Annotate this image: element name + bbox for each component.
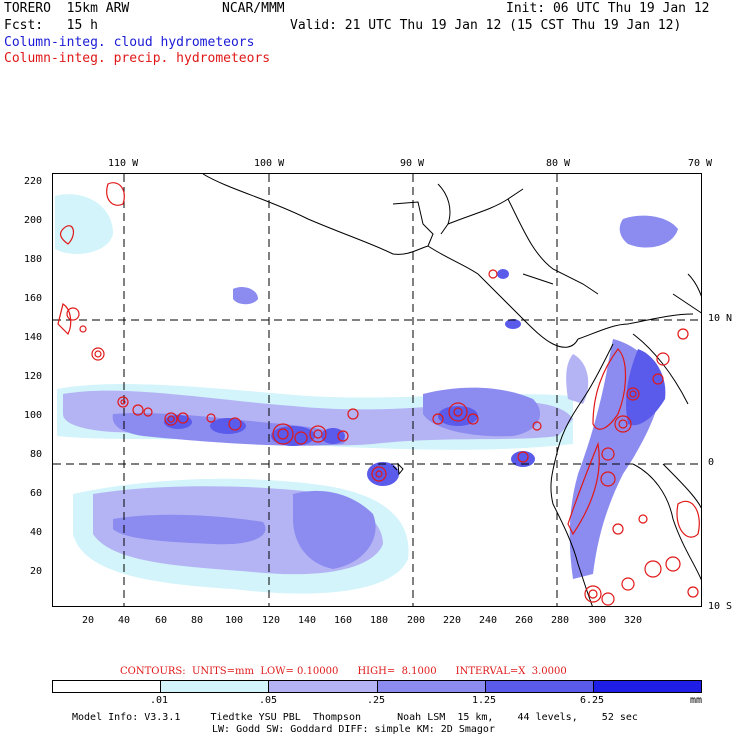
y-tick: 100 [24,410,43,421]
y-tick: 220 [24,176,43,187]
init-time: Init: 06 UTC Thu 19 Jan 12 [506,1,710,16]
x-tick: 240 [479,615,498,626]
precip-contours [57,182,700,606]
model-info-line2: LW: Godd SW: Goddard DIFF: simple KM: 2D… [212,724,495,735]
cloud-shading [55,194,678,594]
legend-swatch [485,681,594,692]
x-tick: 200 [407,615,426,626]
lat-label-0: 0 [708,457,715,468]
forecast-hour: Fcst: 15 h [4,18,98,33]
org-label: NCAR/MMM [222,1,285,16]
contours-info: CONTOURS: UNITS=mm LOW= 0.10000 HIGH= 8.… [120,666,567,677]
x-tick: 120 [262,615,281,626]
x-tick: 100 [225,615,244,626]
y-tick: 120 [24,371,43,382]
x-tick: 160 [334,615,353,626]
x-tick: 220 [443,615,462,626]
x-tick: 320 [624,615,643,626]
lon-label-70w: 70 W [688,158,713,169]
legend-label: 1.25 [472,695,497,706]
lon-label-90w: 90 W [400,158,425,169]
y-tick: 80 [30,449,43,460]
legend-swatch [53,681,162,692]
model-info-line1: Model Info: V3.3.1 Tiedtke YSU PBL Thomp… [72,712,638,723]
x-tick: 80 [191,615,204,626]
y-tick: 160 [24,293,43,304]
color-legend [52,680,702,693]
y-tick: 180 [24,254,43,265]
lon-label-100w: 100 W [254,158,285,169]
coastlines [202,174,701,606]
y-tick: 20 [30,566,43,577]
legend-label: .05 [259,695,278,706]
x-tick: 280 [551,615,570,626]
x-tick: 260 [515,615,534,626]
x-tick: 300 [588,615,607,626]
y-tick: 200 [24,215,43,226]
legend-units: mm [690,695,703,706]
legend-label: .25 [367,695,386,706]
y-tick: 40 [30,527,43,538]
x-tick: 140 [298,615,317,626]
legend-label: 6.25 [580,695,605,706]
legend-swatch [593,681,702,692]
model-title: TORERO 15km ARW [4,1,130,16]
forecast-map [52,173,702,607]
lon-label-80w: 80 W [546,158,571,169]
y-tick: 60 [30,488,43,499]
x-tick: 20 [82,615,95,626]
x-tick: 60 [155,615,168,626]
x-tick: 40 [118,615,131,626]
lat-label-10s: 10 S [708,601,733,612]
legend-swatch [377,681,486,692]
legend-swatch [161,681,270,692]
precip-field-label: Column-integ. precip. hydrometeors [4,51,271,66]
legend-label: .01 [150,695,169,706]
legend-swatch [269,681,378,692]
map-canvas [53,174,701,606]
lon-label-110w: 110 W [108,158,139,169]
valid-time: Valid: 21 UTC Thu 19 Jan 12 (15 CST Thu … [290,18,682,33]
cloud-field-label: Column-integ. cloud hydrometeors [4,35,255,50]
y-tick: 140 [24,332,43,343]
lat-lon-grid [53,174,701,606]
lat-label-10n: 10 N [708,313,733,324]
x-tick: 180 [370,615,389,626]
